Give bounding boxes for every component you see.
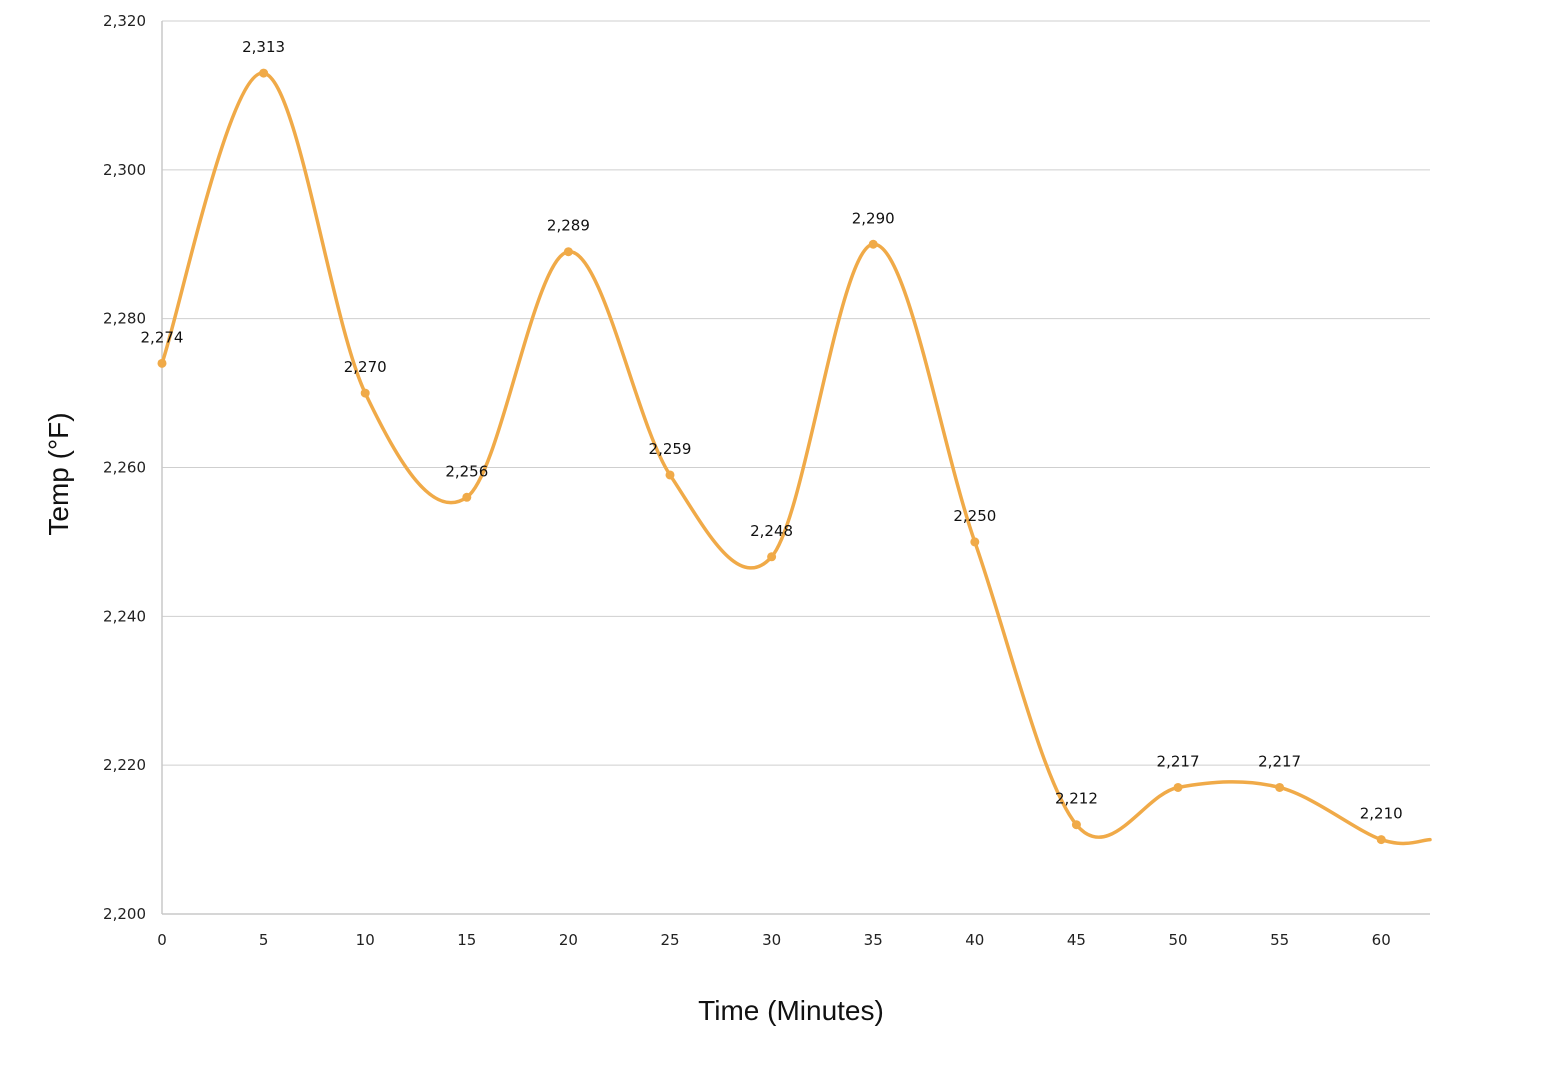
y-tick-label: 2,240 — [103, 607, 146, 625]
data-label: 2,270 — [344, 358, 387, 376]
x-tick-label: 5 — [259, 931, 269, 949]
data-point — [1275, 782, 1285, 792]
y-tick-label: 2,260 — [103, 459, 146, 477]
x-tick-labels: 0 5 10 15 20 25 30 35 40 45 50 55 60 — [157, 931, 1391, 949]
x-tick-label: 15 — [457, 931, 476, 949]
x-tick-label: 45 — [1067, 931, 1086, 949]
data-point — [1376, 835, 1386, 845]
data-label: 2,259 — [649, 440, 692, 458]
data-point — [665, 470, 675, 480]
data-label: 2,212 — [1055, 790, 1098, 808]
data-label: 2,217 — [1258, 752, 1301, 770]
y-tick-label: 2,200 — [103, 905, 146, 923]
y-tick-label: 2,280 — [103, 310, 146, 328]
data-label: 2,290 — [852, 209, 895, 227]
data-point — [360, 388, 370, 398]
data-labels: 2,274 2,313 2,270 2,256 2,289 2,259 2,248 2,290… — [141, 38, 1403, 822]
data-label: 2,256 — [445, 462, 488, 480]
x-tick-label: 20 — [559, 931, 578, 949]
x-axis-title: Time (Minutes) — [698, 995, 884, 1026]
y-tick-label: 2,220 — [103, 756, 146, 774]
x-tick-label: 55 — [1270, 931, 1289, 949]
x-tick-label: 60 — [1372, 931, 1391, 949]
y-tick-label: 2,300 — [103, 161, 146, 179]
data-label: 2,248 — [750, 522, 793, 540]
data-label: 2,274 — [141, 328, 184, 346]
data-point — [563, 247, 573, 257]
y-tick-label: 2,320 — [103, 12, 146, 30]
series-line — [160, 71, 1432, 846]
y-tick-labels: 2,200 2,220 2,240 2,260 2,280 2,300 2,320 — [103, 12, 146, 923]
x-tick-label: 10 — [356, 931, 375, 949]
data-label: 2,313 — [242, 38, 285, 56]
x-tick-label: 25 — [660, 931, 679, 949]
x-tick-label: 40 — [965, 931, 984, 949]
x-tick-label: 30 — [762, 931, 781, 949]
data-point — [259, 68, 269, 78]
y-axis-title: Temp (°F) — [43, 412, 74, 535]
data-point — [157, 358, 167, 368]
data-label: 2,250 — [953, 507, 996, 525]
gridlines — [162, 20, 1430, 766]
data-point — [970, 537, 980, 547]
data-label: 2,289 — [547, 217, 590, 235]
x-tick-label: 35 — [864, 931, 883, 949]
x-tick-label: 0 — [157, 931, 167, 949]
data-label: 2,210 — [1360, 805, 1403, 823]
x-tick-label: 50 — [1168, 931, 1187, 949]
data-point — [868, 239, 878, 249]
data-point — [1173, 782, 1183, 792]
data-point — [767, 552, 777, 562]
series-layer — [157, 68, 1432, 846]
data-point — [1071, 820, 1081, 830]
data-point — [462, 492, 472, 502]
data-label: 2,217 — [1157, 752, 1200, 770]
